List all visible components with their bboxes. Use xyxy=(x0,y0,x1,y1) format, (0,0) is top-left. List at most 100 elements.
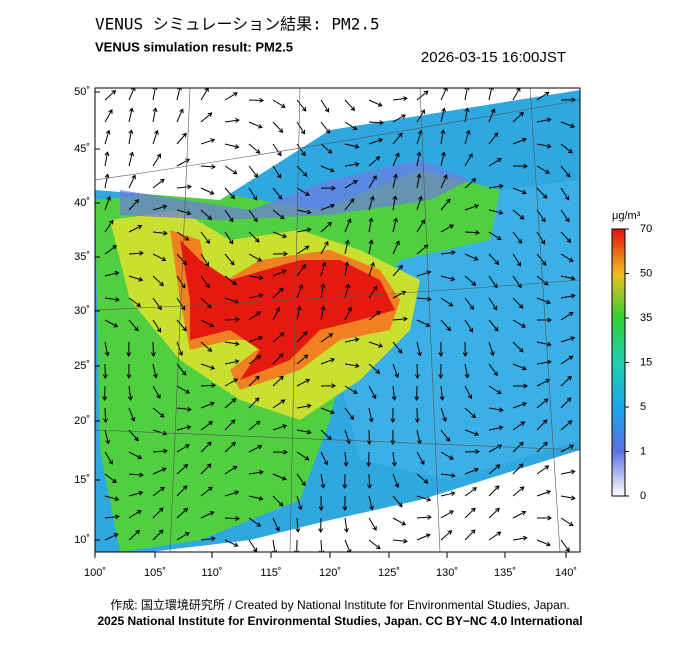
lon-label: 125˚ xyxy=(378,567,400,579)
wind-arrow xyxy=(152,507,164,519)
wind-arrow xyxy=(296,473,306,487)
lat-label: 40˚ xyxy=(74,197,90,209)
wind-arrow xyxy=(200,536,216,542)
wind-arrow xyxy=(512,383,528,389)
wind-arrow xyxy=(536,231,546,245)
wind-arrow xyxy=(200,382,216,388)
wind-arrow xyxy=(440,407,447,423)
wind-arrow xyxy=(344,218,352,233)
wind-arrow xyxy=(320,185,336,191)
wind-arrow xyxy=(416,109,425,123)
wind-arrow xyxy=(152,297,162,311)
wind-arrow xyxy=(296,305,302,321)
wind-arrow xyxy=(102,363,108,379)
wind-arrow xyxy=(368,385,377,400)
wind-arrow xyxy=(224,341,240,347)
wind-arrow xyxy=(104,270,120,277)
wind-arrow xyxy=(512,363,527,371)
wind-arrow xyxy=(296,165,308,177)
wind-arrow xyxy=(536,441,548,453)
wind-arrow xyxy=(512,401,528,409)
wind-arrow xyxy=(464,107,470,123)
wind-arrow xyxy=(464,319,474,333)
lon-label: 105˚ xyxy=(144,567,166,579)
wind-arrow xyxy=(104,429,111,445)
wind-arrow xyxy=(368,99,383,107)
wind-arrow xyxy=(368,217,374,233)
wind-arrow xyxy=(512,137,527,145)
wind-arrow xyxy=(200,253,210,267)
wind-arrow xyxy=(368,517,377,531)
wind-arrow xyxy=(224,231,234,245)
wind-arrow xyxy=(488,209,504,215)
wind-arrow xyxy=(416,473,429,484)
wind-arrow xyxy=(152,178,165,189)
wind-arrow xyxy=(127,385,133,401)
wind-arrow xyxy=(440,297,454,307)
wind-arrow xyxy=(536,465,550,475)
wind-arrow xyxy=(344,385,358,394)
wind-arrow xyxy=(512,341,524,353)
wind-arrow xyxy=(272,251,288,257)
wind-arrow xyxy=(104,90,117,101)
wind-arrow xyxy=(512,421,526,431)
wind-arrow xyxy=(320,383,336,389)
wind-arrow xyxy=(296,354,309,365)
wind-arrow xyxy=(512,463,524,475)
wind-arrow xyxy=(344,161,360,167)
colorbar-label: 70 xyxy=(640,223,652,235)
wind-arrow xyxy=(464,507,476,519)
wind-arrow xyxy=(488,485,500,497)
wind-arrow xyxy=(536,378,551,387)
wind-arrow xyxy=(152,204,168,211)
wind-arrow xyxy=(224,209,234,223)
wind-arrow xyxy=(320,283,326,299)
wind-arrow xyxy=(248,311,262,321)
wind-arrow xyxy=(416,151,422,167)
wind-arrow xyxy=(296,451,310,461)
wind-arrow xyxy=(536,187,548,199)
wind-arrow xyxy=(488,425,504,431)
wind-arrow xyxy=(536,317,552,323)
wind-arrow xyxy=(295,517,301,533)
wind-arrow xyxy=(390,407,396,423)
wind-arrow xyxy=(536,419,548,431)
wind-arrow xyxy=(248,375,260,387)
wind-arrow xyxy=(200,275,210,289)
wind-arrow xyxy=(392,264,403,277)
wind-arrow xyxy=(488,132,499,145)
wind-arrow xyxy=(296,284,304,299)
wind-arrow xyxy=(176,424,192,431)
wind-arrow xyxy=(152,448,168,454)
wind-arrow xyxy=(344,239,350,255)
wind-arrow xyxy=(128,275,144,282)
wind-arrow xyxy=(440,491,456,497)
wind-arrow xyxy=(440,275,456,282)
colorbar-unit: μg/m³ xyxy=(612,210,641,222)
wind-arrow xyxy=(512,209,525,220)
wind-arrow xyxy=(224,359,240,365)
wind-arrow xyxy=(248,275,264,281)
title: VENUS シミュレーション結果: PM2.5 xyxy=(95,15,380,34)
wind-arrow xyxy=(512,231,523,244)
wind-arrow xyxy=(392,217,399,233)
wind-arrow xyxy=(440,107,447,123)
wind-arrow xyxy=(368,195,375,211)
wind-arrow xyxy=(344,198,355,211)
wind-arrow xyxy=(248,143,261,154)
wind-arrow xyxy=(200,164,216,170)
wind-arrow xyxy=(392,195,398,211)
wind-arrow xyxy=(536,165,550,174)
lon-label: 115˚ xyxy=(260,567,281,579)
wind-arrow xyxy=(512,510,527,519)
wind-arrow xyxy=(488,531,502,541)
wind-arrow xyxy=(416,195,423,211)
wind-arrow xyxy=(440,510,454,519)
wind-arrow xyxy=(128,407,136,422)
wind-arrow xyxy=(344,407,354,420)
wind-arrow xyxy=(224,165,238,175)
wind-arrow xyxy=(296,495,303,511)
wind-arrow xyxy=(488,253,500,265)
wind-arrow xyxy=(368,539,381,550)
wind-arrow xyxy=(488,231,502,241)
